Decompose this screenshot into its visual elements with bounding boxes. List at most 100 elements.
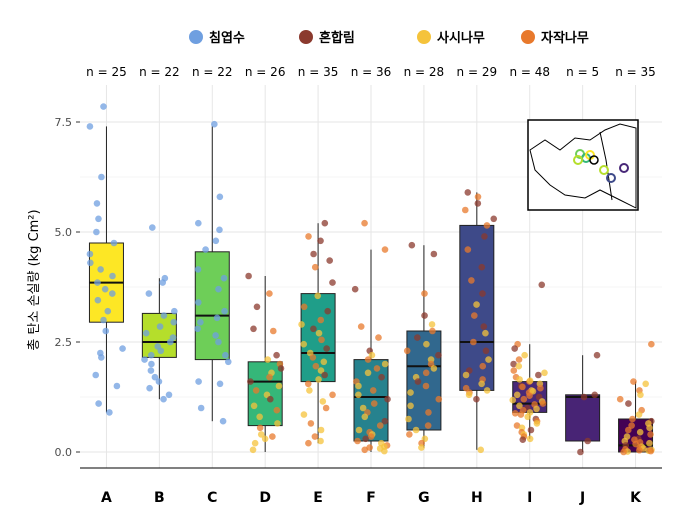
data-point	[384, 395, 391, 403]
data-point	[593, 351, 601, 359]
data-point	[424, 422, 432, 429]
data-point	[148, 360, 155, 368]
data-point	[646, 439, 653, 447]
y-tick-label: 7.5	[55, 116, 73, 129]
data-point	[646, 424, 653, 432]
data-point	[526, 392, 533, 399]
axes: 0.0 2.5 5.0 7.5	[55, 116, 662, 469]
y-tick-label: 2.5	[55, 336, 73, 349]
data-point	[321, 219, 329, 227]
data-point	[520, 395, 528, 403]
data-point	[381, 246, 389, 253]
legend-swatch	[417, 30, 431, 44]
data-point	[368, 351, 376, 359]
data-point	[577, 448, 584, 456]
data-point	[141, 356, 148, 363]
box-H	[459, 192, 495, 450]
data-point	[511, 345, 518, 352]
data-point	[478, 380, 485, 388]
data-point	[305, 439, 312, 447]
data-point	[485, 356, 492, 363]
data-point	[306, 387, 313, 394]
data-point	[219, 417, 227, 425]
legend-label: 혼합림	[319, 30, 355, 46]
data-point	[537, 384, 544, 392]
data-point	[298, 321, 305, 328]
data-point	[113, 382, 121, 390]
data-point	[305, 233, 312, 240]
data-point	[462, 371, 470, 379]
data-point	[257, 431, 265, 438]
data-point	[266, 373, 273, 381]
n-label: n = 48	[509, 65, 550, 79]
data-point	[322, 404, 330, 412]
data-point	[197, 318, 204, 326]
data-point	[629, 415, 636, 423]
legend-item: 침엽수	[189, 30, 245, 46]
data-point	[461, 206, 469, 214]
data-point	[86, 123, 94, 130]
data-point	[87, 259, 94, 267]
data-point	[101, 285, 109, 293]
data-point	[221, 307, 228, 315]
n-label: n = 35	[615, 65, 656, 79]
data-point	[584, 437, 591, 445]
data-point	[647, 431, 654, 438]
data-point	[535, 371, 542, 379]
data-point	[159, 279, 166, 286]
data-point	[92, 371, 100, 379]
data-point	[479, 290, 486, 297]
data-point	[521, 351, 528, 359]
x-tick-label: B	[154, 490, 165, 506]
data-point	[300, 340, 308, 348]
data-point	[256, 424, 264, 432]
data-point	[273, 351, 280, 359]
data-point	[405, 415, 412, 423]
data-point	[351, 285, 359, 293]
y-tick-label: 0.0	[55, 446, 73, 459]
data-point	[355, 391, 362, 399]
legend-label: 사시나무	[437, 30, 485, 46]
data-point	[317, 316, 325, 324]
data-point	[524, 413, 531, 421]
data-point	[591, 391, 599, 399]
data-point	[155, 378, 163, 385]
x-tick-label: I	[527, 490, 532, 506]
data-point	[361, 219, 368, 227]
data-point	[93, 228, 100, 236]
n-label: n = 5	[566, 65, 599, 79]
x-tick-label: C	[207, 490, 217, 506]
data-point	[320, 358, 328, 366]
data-point	[300, 411, 308, 418]
data-point	[317, 237, 324, 245]
data-point	[369, 387, 377, 394]
data-point	[539, 400, 547, 407]
data-point	[311, 433, 319, 440]
data-point	[95, 400, 102, 407]
data-point	[625, 400, 632, 407]
data-point	[541, 369, 548, 377]
data-point	[145, 290, 153, 297]
data-point	[474, 200, 482, 207]
data-point	[423, 340, 430, 348]
data-point	[473, 395, 480, 403]
legend-label: 침엽수	[209, 30, 245, 46]
data-point	[310, 325, 317, 333]
data-point	[364, 369, 372, 377]
data-point	[247, 378, 254, 385]
data-point	[580, 393, 588, 401]
box-body	[565, 394, 601, 442]
data-point	[329, 279, 336, 286]
data-point	[473, 301, 480, 308]
n-label: n = 28	[404, 65, 445, 79]
data-point	[616, 395, 624, 403]
x-tick-label: G	[418, 490, 430, 506]
data-point	[315, 329, 323, 337]
data-point	[465, 391, 473, 399]
data-point	[515, 362, 523, 370]
data-point	[245, 272, 252, 280]
data-point	[428, 321, 436, 328]
data-point	[317, 367, 325, 374]
data-point	[269, 433, 276, 440]
